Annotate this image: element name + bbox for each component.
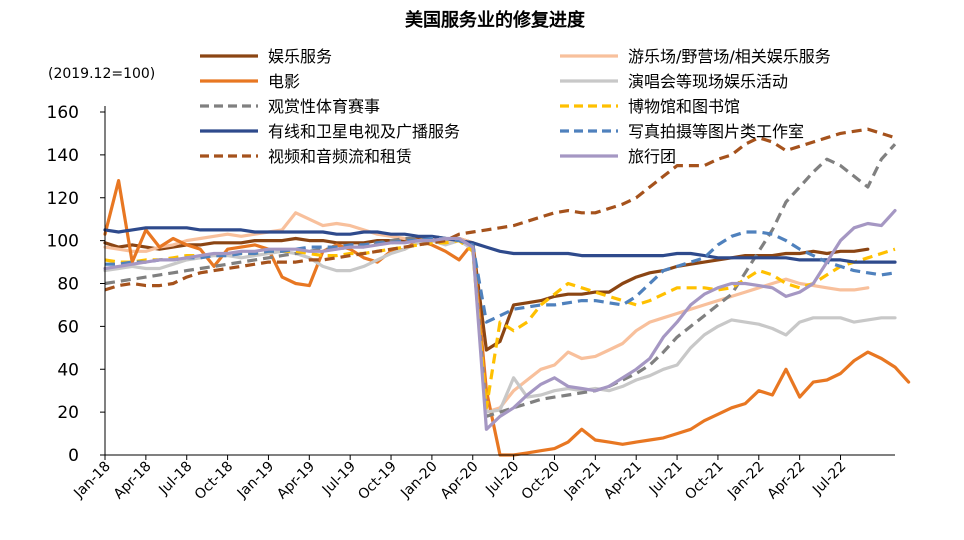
unit-note: (2019.12=100) [48, 66, 155, 82]
x-tick-label: Oct-20 [519, 459, 564, 504]
y-tick-label: 0 [68, 446, 79, 466]
y-tick-label: 80 [57, 275, 79, 295]
legend-label-10: 旅行团 [628, 147, 676, 166]
x-tick-label: Oct-21 [682, 459, 727, 504]
x-tick-label: Oct-19 [355, 459, 400, 504]
legend-label-9: 视频和音频流和租赁 [268, 147, 412, 166]
y-tick-label: 120 [47, 189, 79, 209]
series-line-8 [105, 230, 896, 324]
legend-label-3: 电影 [268, 72, 300, 91]
legend-label-2: 游乐场/野营场/相关娱乐服务 [628, 47, 831, 66]
y-tick-label: 60 [57, 317, 79, 337]
x-tick-label: Jul-20 [482, 459, 522, 499]
x-tick-label: Jul-22 [809, 459, 849, 499]
x-tick-label: Jan-22 [724, 459, 767, 502]
x-tick-label: Jul-21 [646, 459, 686, 499]
x-tick-label: Apr-20 [438, 459, 482, 503]
y-tick-label: 100 [47, 232, 79, 252]
legend-label-4: 演唱会等现场娱乐活动 [628, 72, 788, 91]
series-line-5 [104, 143, 897, 418]
x-tick-label: Jan-20 [397, 459, 440, 502]
y-tick-label: 140 [47, 146, 79, 166]
x-tick-label: Jul-18 [155, 459, 195, 499]
legend-label-7: 有线和卫星电视及广播服务 [268, 122, 460, 141]
plot-series [103, 127, 911, 457]
y-tick-label: 40 [57, 360, 79, 380]
x-tick-label: Oct-18 [192, 459, 237, 504]
legend-label-6: 博物馆和图书馆 [628, 97, 740, 116]
x-tick-label: Jan-21 [561, 459, 604, 502]
x-tick-label: Jan-19 [234, 459, 277, 502]
chart-title: 美国服务业的修复进度 [405, 9, 586, 31]
y-tick-label: 160 [47, 103, 79, 123]
legend-label-5: 观赏性体育赛事 [268, 97, 380, 116]
x-tick-label: Apr-18 [111, 459, 155, 503]
legend-label-1: 娱乐服务 [268, 47, 332, 66]
series-line-9 [104, 127, 896, 292]
x-tick-label: Jul-19 [319, 459, 359, 499]
y-tick-label: 20 [57, 403, 79, 423]
series-line-7 [103, 226, 897, 264]
series-line-10 [103, 209, 897, 431]
x-tick-label: Apr-19 [274, 459, 318, 503]
x-tick-label: Apr-22 [764, 459, 808, 503]
legend-label-8: 写真拍摄等图片类工作室 [628, 122, 804, 141]
series-line-4 [103, 239, 897, 414]
x-tick-label: Apr-21 [601, 459, 645, 503]
